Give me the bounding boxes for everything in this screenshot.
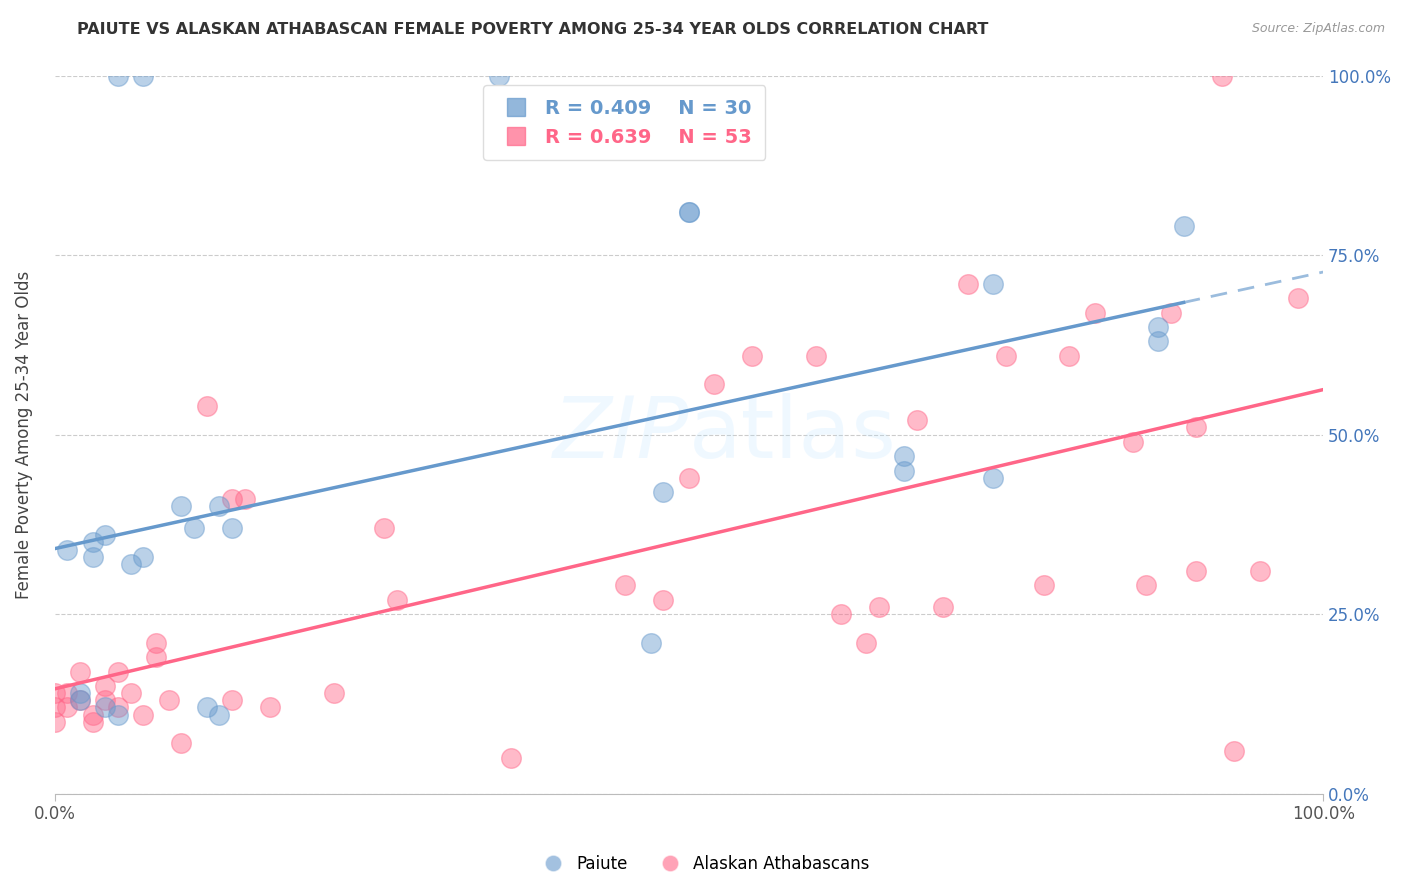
Point [703,377,725,392]
Point [1211,69,1233,83]
Point [69,665,91,679]
Point [56,700,79,714]
Point [221,492,243,507]
Point [501,751,523,765]
Point [44,714,66,729]
Point [1286,291,1309,305]
Point [132,549,155,564]
Point [614,578,637,592]
Point [56,686,79,700]
Point [994,349,1017,363]
Point [640,636,662,650]
Point [82,535,104,549]
Point [1147,334,1170,349]
Point [931,599,953,614]
Point [868,599,890,614]
Point [107,707,129,722]
Point [956,277,979,291]
Point [259,700,281,714]
Point [208,707,231,722]
Legend: Paiute, Alaskan Athabascans: Paiute, Alaskan Athabascans [530,848,876,880]
Text: Source: ZipAtlas.com: Source: ZipAtlas.com [1251,22,1385,36]
Point [132,707,155,722]
Point [652,485,675,500]
Point [322,686,344,700]
Point [94,693,117,707]
Point [981,277,1004,291]
Point [855,636,877,650]
Point [208,500,231,514]
Point [1147,319,1170,334]
Point [385,592,408,607]
Text: PAIUTE VS ALASKAN ATHABASCAN FEMALE POVERTY AMONG 25-34 YEAR OLDS CORRELATION CH: PAIUTE VS ALASKAN ATHABASCAN FEMALE POVE… [77,22,988,37]
Point [373,521,395,535]
Point [1223,743,1246,757]
Point [1122,434,1144,449]
Point [69,693,91,707]
Point [82,714,104,729]
Y-axis label: Female Poverty Among 25-34 Year Olds: Female Poverty Among 25-34 Year Olds [15,270,32,599]
Point [94,700,117,714]
Point [44,700,66,714]
Point [1185,420,1208,434]
Point [1135,578,1157,592]
Point [170,736,193,750]
Point [893,463,915,477]
Point [678,471,700,485]
Point [132,69,155,83]
Point [804,349,827,363]
Point [195,700,218,714]
Point [145,636,167,650]
Point [82,707,104,722]
Point [69,693,91,707]
Point [221,693,243,707]
Point [893,449,915,463]
Point [1185,564,1208,578]
Point [233,492,256,507]
Point [981,471,1004,485]
Point [94,528,117,542]
Point [1033,578,1056,592]
Point [1059,349,1081,363]
Point [1249,564,1271,578]
Point [107,700,129,714]
Point [221,521,243,535]
Point [44,686,66,700]
Point [652,592,675,607]
Point [145,650,167,665]
Point [741,349,763,363]
Point [1084,305,1107,319]
Point [120,557,142,571]
Legend: R = 0.409    N = 30, R = 0.639    N = 53: R = 0.409 N = 30, R = 0.639 N = 53 [482,86,765,161]
Point [678,205,700,219]
Point [69,686,91,700]
Point [488,69,510,83]
Point [157,693,180,707]
Point [107,665,129,679]
Point [107,69,129,83]
Text: atlas: atlas [689,393,897,476]
Point [94,679,117,693]
Point [183,521,205,535]
Point [170,500,193,514]
Point [678,205,700,219]
Point [1160,305,1182,319]
Point [1173,219,1195,234]
Point [905,413,928,427]
Point [56,542,79,557]
Text: ZIP: ZIP [553,393,689,476]
Point [195,399,218,413]
Point [82,549,104,564]
Point [120,686,142,700]
Point [830,607,852,621]
